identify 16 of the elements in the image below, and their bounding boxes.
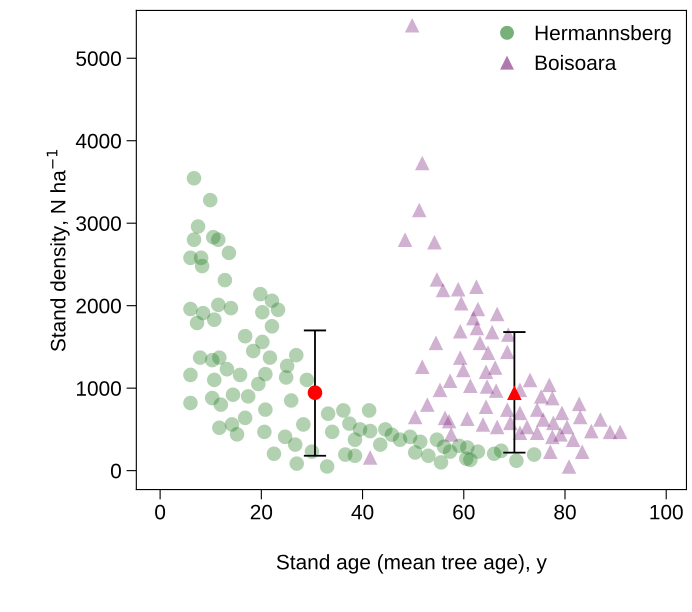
x-axis-title: Stand age (mean tree age), y bbox=[276, 554, 547, 574]
x-tick-label: 0 bbox=[155, 504, 166, 520]
legend-label: Hermannsberg bbox=[536, 24, 671, 44]
y-tick-label: 2000 bbox=[76, 298, 121, 314]
y-tick-label: 5000 bbox=[76, 51, 121, 66]
y-tick-label: 0 bbox=[110, 464, 121, 478]
y-tick-label: 4000 bbox=[76, 134, 121, 148]
y-axis-title: Stand density, N ha$^{−1}$ bbox=[46, 150, 70, 352]
x-tick-label: 60 bbox=[453, 504, 475, 520]
y-tick-label: 3000 bbox=[76, 216, 121, 231]
x-tick-label: 100 bbox=[650, 504, 683, 520]
x-tick-label: 20 bbox=[250, 504, 272, 520]
x-tick-label: 80 bbox=[554, 504, 576, 520]
legend-label: Boisoara bbox=[536, 54, 616, 70]
y-tick-label: 1000 bbox=[76, 381, 121, 396]
x-tick-label: 40 bbox=[351, 504, 374, 520]
